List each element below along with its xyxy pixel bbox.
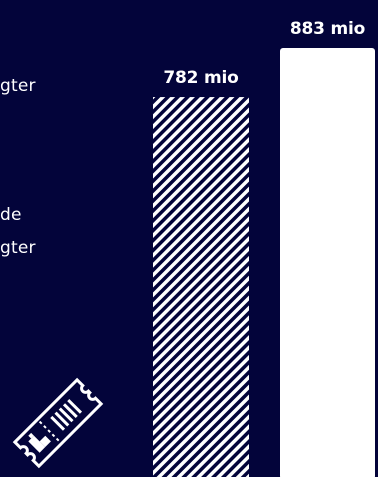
row-label-3: gter [0, 238, 36, 258]
value-label-883: 883 mio [289, 19, 366, 39]
value-label-782: 782 mio [163, 68, 239, 89]
row-label-1: gter [0, 76, 36, 96]
row-label-2: de [0, 205, 22, 225]
bar-883 [280, 48, 375, 477]
bar-782 [153, 97, 249, 477]
ticket-icon [12, 377, 104, 469]
